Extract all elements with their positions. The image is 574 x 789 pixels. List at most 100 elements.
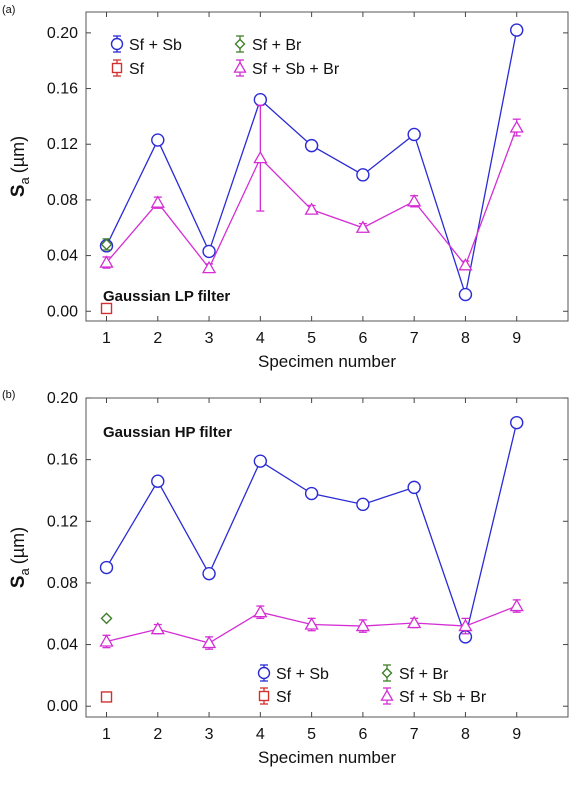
x-tick-label: 9 [512,726,521,743]
series-sf-sb [99,415,524,644]
panel-label: (a) [2,4,16,16]
data-point [356,497,370,512]
x-tick-label: 1 [102,726,111,743]
filter-annotation: Gaussian LP filter [103,288,230,305]
plot-frame [85,397,569,718]
y-tick-label: 0.04 [47,248,78,265]
legend-label: Sf [276,689,292,706]
data-point [201,260,217,274]
data-point [100,302,113,315]
x-tick-label: 6 [358,726,367,743]
chart-b-svg: 0.00 0.04 0.08 0.12 0.16 0.20 1 2 3 4 5 6 7 8 9 Specime… [8,390,569,767]
x-tick-label: 4 [256,726,265,743]
legend-entry: Sf + Br [234,35,302,54]
data-point [150,195,165,208]
legend-label: Sf + Sb [129,37,182,54]
data-point [253,92,268,107]
chart-a-svg: 0.00 0.04 0.08 0.12 0.16 0.20 1 2 3 4 5 6 7 8 9 Specime… [8,11,569,371]
y-tick-label: 0.16 [47,452,78,469]
legend-marker [233,61,247,73]
data-point [304,202,319,215]
x-tick-label: 9 [512,330,521,347]
data-point [253,150,268,164]
y-axis-label: Sa (µm) [8,527,32,588]
legend-entry: Sf [111,59,145,78]
plot-frame [85,11,569,322]
data-point [407,480,421,495]
data-point [253,604,268,618]
series-sf-sb-br [99,598,524,650]
data-point [510,415,524,430]
x-tick-label: 3 [205,330,214,347]
series-sf-br [100,612,113,625]
data-point [201,635,217,649]
data-point [100,612,113,625]
data-point [151,474,165,488]
x-axis-label: Specimen number [258,352,396,371]
legend-marker [111,62,123,74]
series-sf [100,691,113,703]
y-axis-label-sub: a [17,176,32,184]
series-sf-br [100,238,113,251]
y-tick-label: 0.12 [47,136,78,153]
series-sf-sb [99,23,524,302]
legend-label: Sf [129,61,145,78]
legend-label: Sf + Sb + Br [252,61,340,78]
x-tick-label: 7 [410,330,419,347]
data-point [151,133,165,147]
series-sf [100,302,113,315]
y-axis-label-main: S [8,184,29,197]
x-tick-label: 3 [205,726,214,743]
legend-marker [234,38,246,50]
data-point [100,691,113,703]
legend-entry: Sf + Sb + Br [380,687,487,706]
data-point [458,618,473,632]
chart-panel-b: (b) 0.00 0.04 0.08 0.12 0.16 0.20 1 2 3 4 5 6 7 8 9 Spe… [0,385,574,784]
legend-entry: Sf + Sb [110,35,182,54]
data-point [356,168,370,182]
y-axis-label: Sa (µm) [8,136,32,197]
legend-label: Sf + Br [252,37,302,54]
data-point [253,454,268,468]
x-tick-label: 5 [307,726,316,743]
y-axis-label-main: S [8,575,29,588]
x-tick-label: 6 [358,330,367,347]
legend-marker [381,667,393,679]
data-point [458,258,473,271]
y-axis-label-sub: a [17,567,32,575]
y-axis-label-unit: (µm) [8,136,28,173]
data-point [458,287,473,302]
x-tick-label: 4 [256,330,265,347]
legend-entry: Sf + Sb + Br [233,59,340,78]
data-point [407,193,422,207]
legend-entry: Sf + Sb [257,664,329,683]
y-axis-label-unit: (µm) [8,527,28,564]
y-tick-label: 0.20 [47,390,78,407]
y-tick-label: 0.16 [47,81,78,98]
data-point [304,486,319,501]
y-tick-label: 0.00 [47,303,78,320]
legend-label: Sf + Sb + Br [399,689,487,706]
x-tick-label: 2 [153,330,162,347]
filter-annotation: Gaussian HP filter [103,424,232,441]
legend-label: Sf + Sb [276,666,329,683]
x-tick-label: 8 [461,726,470,743]
legend-entry: Sf [258,687,292,706]
data-point [99,634,114,647]
data-point [304,617,319,630]
data-point [202,566,216,581]
x-tick-label: 7 [410,726,419,743]
data-point [99,560,114,575]
series-sf-sb-br [99,104,524,274]
x-tick-label: 8 [461,330,470,347]
data-point [509,120,524,133]
y-tick-label: 0.00 [47,698,78,715]
x-tick-label: 1 [102,330,111,347]
legend-marker [380,689,394,701]
y-tick-label: 0.08 [47,192,78,209]
data-point [304,138,319,153]
data-point [100,238,113,251]
data-point [407,127,421,142]
data-point [407,615,422,629]
y-tick-label: 0.04 [47,637,78,654]
